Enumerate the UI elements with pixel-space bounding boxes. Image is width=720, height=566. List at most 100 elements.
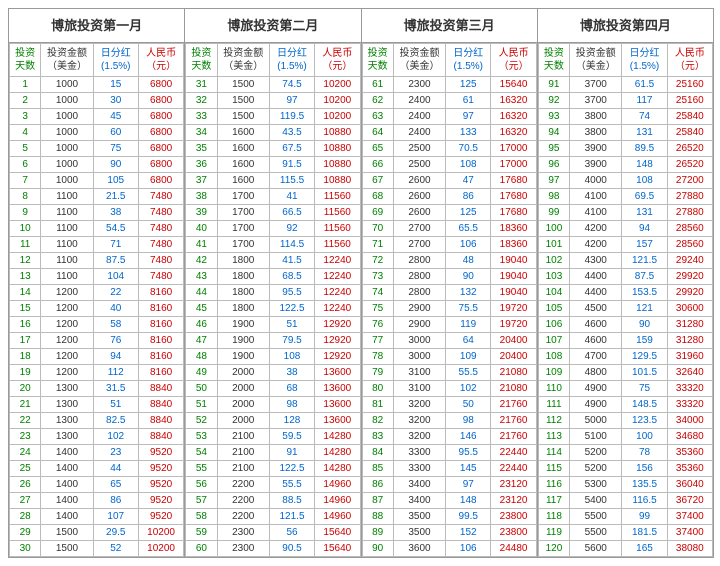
cell: 122.5 [269, 301, 314, 317]
cell: 3500 [393, 525, 445, 541]
cell: 117 [538, 493, 569, 509]
table-row: 1311001047480 [10, 269, 184, 285]
table-row: 31150074.510200 [186, 77, 360, 93]
table-row: 103440087.529920 [538, 269, 712, 285]
table-row: 74280013219040 [362, 285, 536, 301]
cell: 2000 [217, 397, 269, 413]
cell: 3600 [393, 541, 445, 557]
table-row: 7328009019040 [362, 269, 536, 285]
cell: 23120 [491, 477, 536, 493]
cell: 37400 [667, 509, 712, 525]
cell: 116.5 [622, 493, 667, 509]
cell: 17680 [491, 189, 536, 205]
cell: 8160 [138, 301, 183, 317]
cell: 1100 [41, 221, 93, 237]
cell: 4900 [570, 397, 622, 413]
cell: 64 [362, 125, 393, 141]
cell: 15640 [315, 525, 360, 541]
table-row: 211300518840 [10, 397, 184, 413]
cell: 5200 [570, 445, 622, 461]
cell: 102 [93, 429, 138, 445]
cell: 34000 [667, 413, 712, 429]
cell: 1000 [41, 157, 93, 173]
table-row: 10110054.57480 [10, 221, 184, 237]
cell: 2800 [393, 269, 445, 285]
cell: 9520 [138, 445, 183, 461]
cell: 90.5 [269, 541, 314, 557]
cell: 24 [10, 445, 41, 461]
cell: 48 [186, 349, 217, 365]
cell: 15640 [315, 541, 360, 557]
table-row: 120560016538080 [538, 541, 712, 557]
cell: 101 [538, 237, 569, 253]
cell: 18360 [491, 237, 536, 253]
cell: 83 [362, 429, 393, 445]
cell: 8160 [138, 333, 183, 349]
cell: 29 [10, 525, 41, 541]
cell: 21760 [491, 413, 536, 429]
cell: 38 [269, 365, 314, 381]
cell: 121.5 [269, 509, 314, 525]
cell: 21080 [491, 381, 536, 397]
cell: 108 [269, 349, 314, 365]
cell: 23 [93, 445, 138, 461]
cell: 51 [93, 397, 138, 413]
cell: 6800 [138, 93, 183, 109]
col-header-days: 投资天数 [186, 44, 217, 77]
cell: 4200 [570, 237, 622, 253]
cell: 8160 [138, 317, 183, 333]
table-row: 271400869520 [10, 493, 184, 509]
cell: 58 [93, 317, 138, 333]
col-header-days: 投资天数 [362, 44, 393, 77]
table-row: 241400239520 [10, 445, 184, 461]
cell: 1300 [41, 381, 93, 397]
cell: 23 [10, 429, 41, 445]
cell: 1200 [41, 333, 93, 349]
cell: 1600 [217, 157, 269, 173]
table-row: 8110021.57480 [10, 189, 184, 205]
cell: 78 [362, 349, 393, 365]
cell: 38 [93, 205, 138, 221]
cell: 54 [186, 445, 217, 461]
cell: 29240 [667, 253, 712, 269]
cell: 36040 [667, 477, 712, 493]
cell: 74 [362, 285, 393, 301]
cell: 7480 [138, 221, 183, 237]
cell: 56 [186, 477, 217, 493]
cell: 42 [186, 253, 217, 269]
cell: 97 [538, 173, 569, 189]
cell: 2100 [217, 429, 269, 445]
cell: 3200 [393, 413, 445, 429]
table-row: 53210059.514280 [186, 429, 360, 445]
cell: 145 [446, 461, 491, 477]
cell: 65.5 [446, 221, 491, 237]
cell: 8840 [138, 397, 183, 413]
cell: 14280 [315, 429, 360, 445]
cell: 17000 [491, 157, 536, 173]
cell: 4400 [570, 269, 622, 285]
cell: 12920 [315, 317, 360, 333]
cell: 68.5 [269, 269, 314, 285]
table-row: 113510010034680 [538, 429, 712, 445]
cell: 29.5 [93, 525, 138, 541]
cell: 10880 [315, 157, 360, 173]
cell: 181.5 [622, 525, 667, 541]
cell: 44 [186, 285, 217, 301]
cell: 1400 [41, 461, 93, 477]
cell: 2900 [393, 301, 445, 317]
cell: 3500 [393, 509, 445, 525]
month-block: 博旅投资第一月投资天数投资金额（美金）日分红(1.5%)人民币（元）110001… [9, 9, 185, 557]
table-row: 43180068.512240 [186, 269, 360, 285]
cell: 100 [538, 221, 569, 237]
cell: 5500 [570, 509, 622, 525]
cell: 148 [446, 493, 491, 509]
cell: 9520 [138, 461, 183, 477]
cell: 86 [93, 493, 138, 509]
cell: 1500 [217, 77, 269, 93]
cell: 1700 [217, 221, 269, 237]
cell: 122.5 [269, 461, 314, 477]
cell: 12240 [315, 285, 360, 301]
cell: 5100 [570, 429, 622, 445]
cell: 48 [446, 253, 491, 269]
cell: 3100 [393, 381, 445, 397]
